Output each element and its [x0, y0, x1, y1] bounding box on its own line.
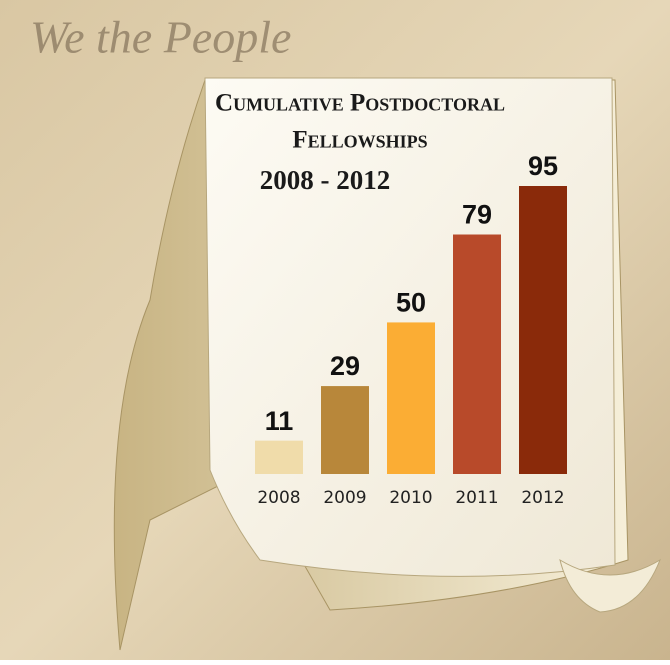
x-tick-label: 2011 — [455, 488, 498, 508]
value-label: 50 — [396, 288, 426, 318]
chart: We the People Cumulative Postdoctoral Fe… — [0, 0, 670, 660]
x-tick-label: 2010 — [389, 488, 432, 508]
value-label: 11 — [265, 406, 294, 436]
x-tick-label: 2008 — [257, 488, 300, 508]
bar — [255, 441, 303, 474]
background-text: We the People — [30, 12, 291, 63]
value-label: 29 — [330, 351, 360, 381]
bar — [387, 322, 435, 474]
chart-subtitle: 2008 - 2012 — [260, 165, 391, 195]
x-tick-label: 2009 — [323, 488, 366, 508]
bar — [321, 386, 369, 474]
value-label: 95 — [528, 151, 558, 181]
bar — [519, 186, 567, 474]
value-label: 79 — [462, 200, 492, 230]
chart-title: Fellowships — [292, 127, 427, 154]
bar — [453, 235, 501, 474]
chart-title: Cumulative Postdoctoral — [215, 90, 505, 117]
x-tick-label: 2012 — [521, 488, 564, 508]
